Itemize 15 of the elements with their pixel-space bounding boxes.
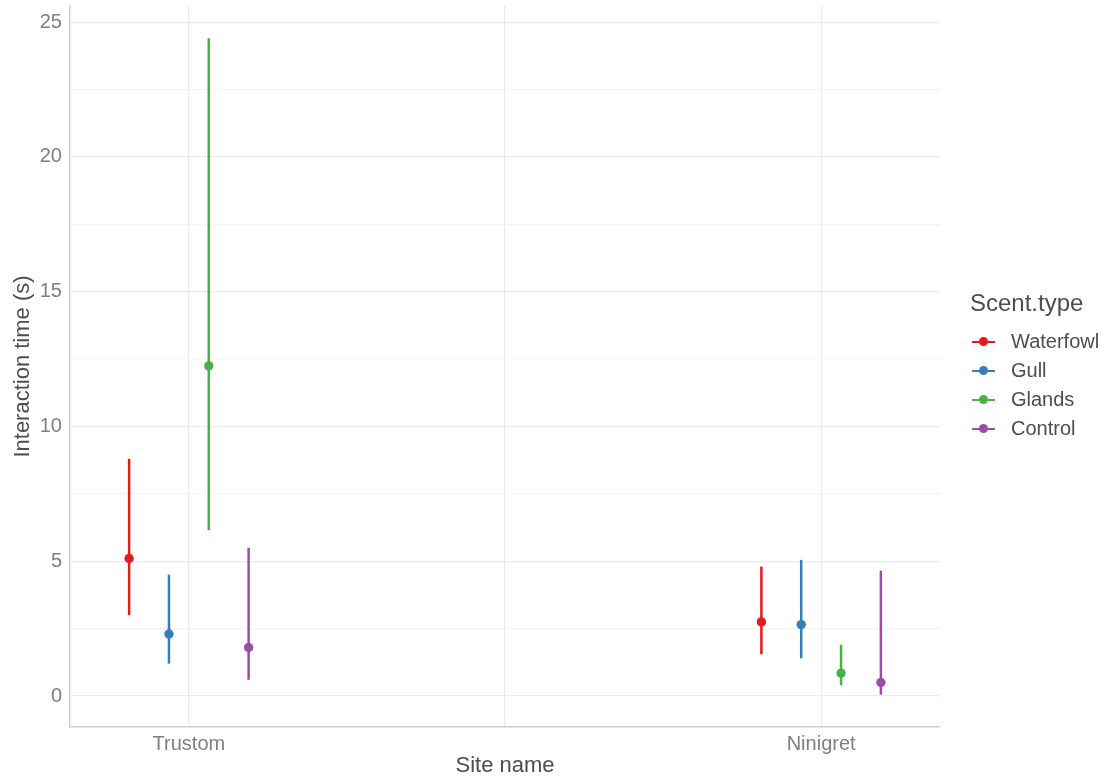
y-tick-label: 20: [39, 144, 62, 167]
x-tick-label: Ninigret: [786, 731, 857, 754]
y-axis-title: Interaction time (s): [9, 275, 35, 458]
legend-title: Scent.type: [970, 289, 1085, 317]
y-tick-label: 5: [50, 548, 62, 571]
y-tick-label: 0: [50, 683, 62, 706]
legend-label: Glands: [1011, 388, 1075, 411]
legend-label: Waterfowl: [1011, 330, 1100, 353]
legend-label: Control: [1011, 417, 1076, 440]
x-axis-title: Site name: [455, 751, 555, 777]
y-tick-label: 10: [39, 413, 62, 436]
legend-label: Gull: [1011, 359, 1047, 382]
y-tick-label: 15: [39, 279, 62, 302]
y-tick-label: 25: [39, 9, 62, 32]
x-tick-label: Trustom: [152, 731, 226, 754]
